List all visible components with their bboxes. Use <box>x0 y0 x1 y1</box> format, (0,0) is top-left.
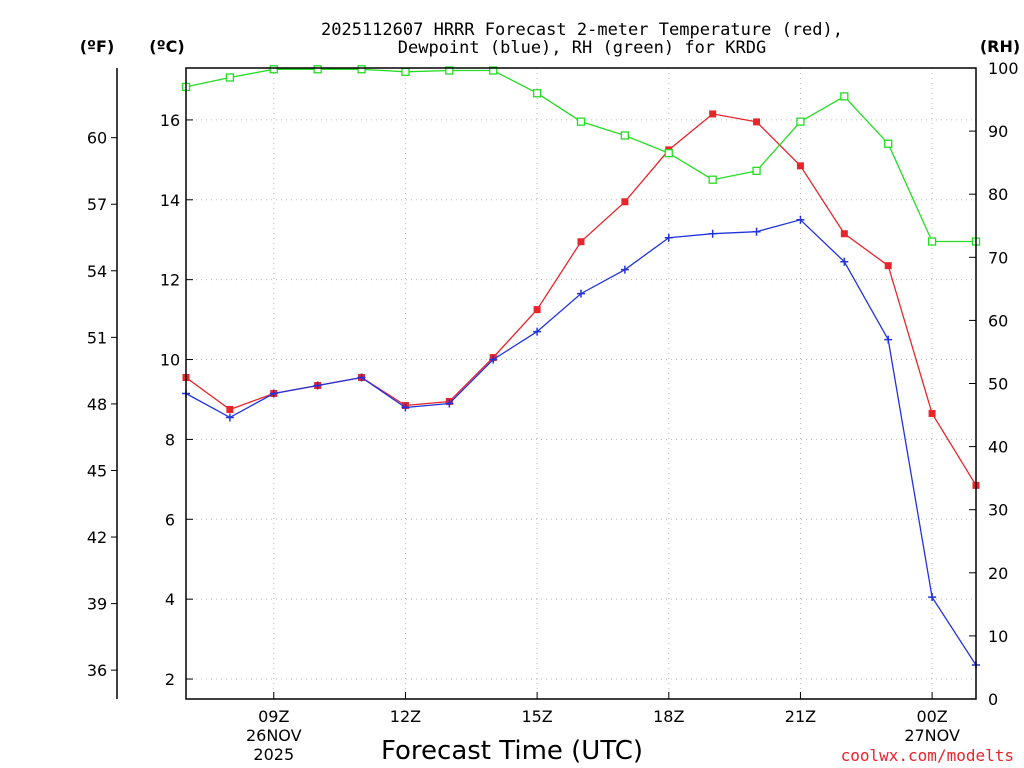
dewpoint-point <box>533 327 542 336</box>
rh-point <box>401 67 410 76</box>
chart-title-line2: Dewpoint (blue), RH (green) for KRDG <box>398 38 766 58</box>
celsius-tick-label: 10 <box>160 351 180 370</box>
fahrenheit-tick-label: 39 <box>87 595 107 614</box>
rh-point <box>708 175 717 184</box>
temperature-line <box>185 113 977 486</box>
temperature-point <box>840 230 848 238</box>
rh-tick-label: 40 <box>988 438 1008 457</box>
dewpoint-point <box>708 229 717 238</box>
dewpoint-point <box>752 227 761 236</box>
dewpoint-point <box>884 335 893 344</box>
temperature-point <box>796 162 804 170</box>
dewpoint-point <box>357 373 366 382</box>
x-tick-label: 12Z <box>390 707 421 726</box>
rh-tick-label: 30 <box>988 501 1008 520</box>
chart-title-line1: 2025112607 HRRR Forecast 2-meter Tempera… <box>321 20 843 40</box>
fahrenheit-tick-label: 36 <box>87 661 107 680</box>
x-tick-year: 2025 <box>253 745 294 764</box>
rh-point <box>884 139 893 148</box>
celsius-tick-label: 4 <box>165 590 175 609</box>
rh-line <box>185 68 976 243</box>
rh-tick-label: 60 <box>988 311 1008 330</box>
fahrenheit-tick-label: 57 <box>87 195 107 214</box>
rh-point <box>620 131 630 140</box>
dewpoint-point <box>313 381 322 390</box>
x-tick-label: 00Z <box>916 707 947 726</box>
temperature-point <box>533 306 541 314</box>
rh-point <box>927 237 937 246</box>
fahrenheit-unit-label: (ºF) <box>80 37 115 56</box>
x-tick-label: 09Z <box>258 707 289 726</box>
rh-point <box>664 149 673 158</box>
rh-tick-label: 50 <box>988 375 1008 394</box>
x-tick-date: 26NOV <box>246 726 302 745</box>
dewpoint-line <box>185 219 977 666</box>
celsius-tick-label: 6 <box>165 510 175 529</box>
x-tick-label: 21Z <box>785 707 816 726</box>
grid-lines <box>186 68 976 699</box>
fahrenheit-tick-label: 48 <box>87 395 107 414</box>
temperature-point <box>577 238 585 246</box>
rh-tick-label: 80 <box>988 185 1008 204</box>
dewpoint-point <box>840 257 849 266</box>
x-axis-label: Forecast Time (UTC) <box>381 736 643 766</box>
celsius-tick-label: 12 <box>160 271 180 290</box>
celsius-unit-label: (ºC) <box>149 37 184 56</box>
rh-point <box>796 117 805 126</box>
rh-tick-label: 20 <box>988 564 1008 583</box>
fahrenheit-tick-label: 54 <box>87 262 107 281</box>
series-layer <box>181 65 981 670</box>
temperature-point <box>621 198 629 206</box>
dewpoint-point <box>620 265 629 274</box>
dewpoint-point <box>928 593 937 602</box>
dewpoint-point <box>401 403 410 412</box>
temperature-point <box>226 405 234 413</box>
credit-text: coolwx.com/modelts <box>841 746 1014 765</box>
dewpoint-point <box>796 215 805 224</box>
fahrenheit-tick-label: 60 <box>87 129 107 148</box>
dewpoint-point <box>577 289 585 298</box>
rh-point <box>489 66 498 75</box>
x-tick-label: 18Z <box>653 707 684 726</box>
rh-tick-label: 100 <box>988 59 1019 78</box>
rh-point <box>576 117 586 126</box>
celsius-tick-label: 16 <box>160 111 180 130</box>
dewpoint-point <box>269 389 278 398</box>
rh-point <box>357 65 366 74</box>
celsius-tick-label: 2 <box>165 670 175 689</box>
fahrenheit-tick-label: 45 <box>87 461 107 480</box>
rh-unit-label: (RH) <box>980 37 1020 56</box>
plot-frame <box>185 67 977 700</box>
celsius-tick-label: 14 <box>160 191 180 210</box>
rh-tick-label: 0 <box>988 690 998 709</box>
rh-tick-label: 70 <box>988 248 1008 267</box>
rh-point <box>225 73 235 82</box>
x-tick-label: 15Z <box>521 707 552 726</box>
rh-point <box>840 92 849 101</box>
rh-point <box>269 65 278 74</box>
rh-point <box>532 89 542 98</box>
dewpoint-point <box>225 413 234 422</box>
temperature-point <box>884 262 892 270</box>
dewpoint-point <box>445 399 454 408</box>
temperature-point <box>753 118 761 126</box>
fahrenheit-tick-label: 42 <box>87 528 107 547</box>
dewpoint-point <box>664 233 673 242</box>
rh-point <box>752 166 761 176</box>
fahrenheit-tick-label: 51 <box>87 328 107 347</box>
rh-point <box>313 65 322 74</box>
temperature-point <box>928 409 936 417</box>
rh-point <box>445 66 454 75</box>
celsius-tick-label: 8 <box>165 430 175 449</box>
rh-tick-label: 90 <box>988 122 1008 141</box>
dewpoint-point <box>489 355 498 364</box>
temperature-point <box>709 110 717 118</box>
rh-tick-label: 10 <box>988 627 1008 646</box>
x-tick-date: 27NOV <box>904 726 960 745</box>
